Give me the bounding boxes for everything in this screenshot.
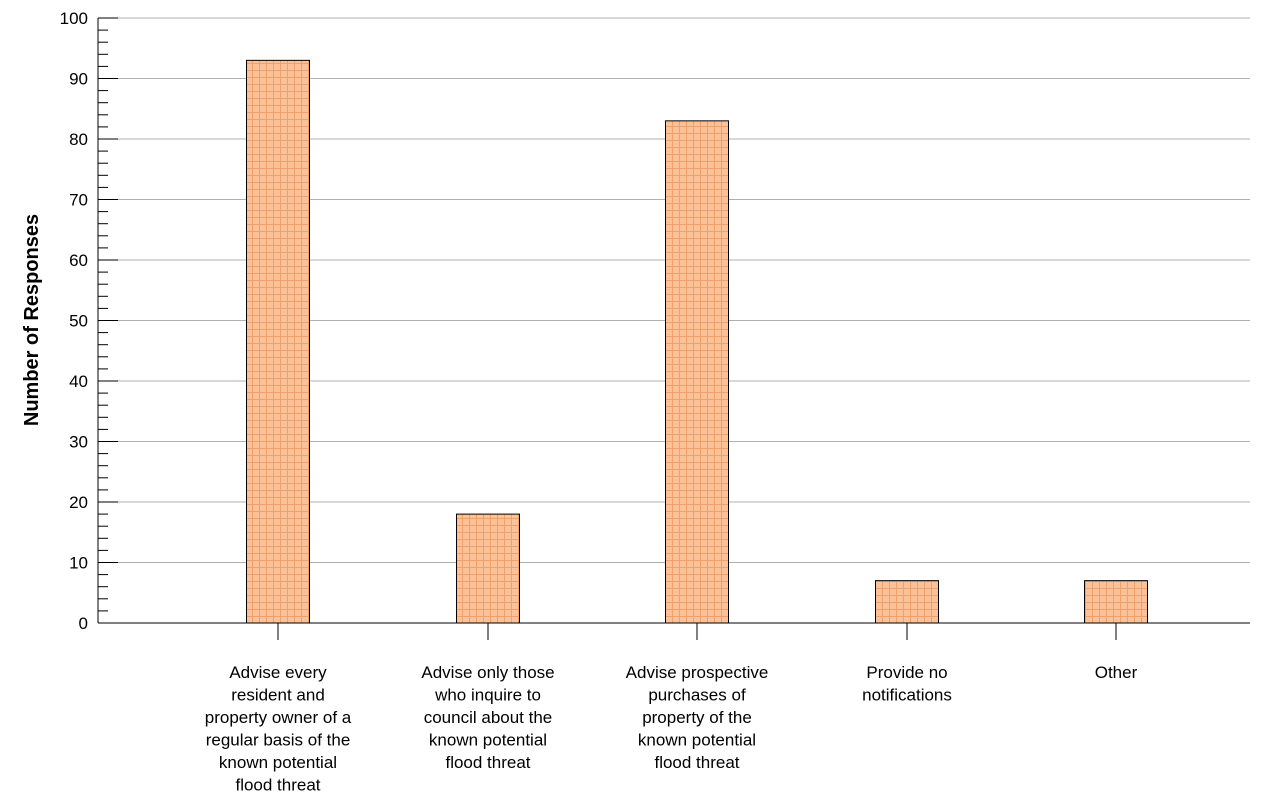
- x-category-label-line: flood threat: [654, 753, 739, 772]
- x-category-label-line: property of the: [642, 708, 752, 727]
- y-tick-label: 90: [69, 70, 88, 89]
- y-tick-label: 10: [69, 554, 88, 573]
- y-tick-label: 0: [79, 614, 88, 633]
- x-category-label-line: regular basis of the: [206, 731, 351, 750]
- y-tick-label: 60: [69, 251, 88, 270]
- bar: [246, 59, 310, 624]
- x-category-label-line: Advise every: [229, 663, 327, 682]
- y-tick-label: 20: [69, 493, 88, 512]
- x-category-label-line: who inquire to: [434, 686, 541, 705]
- x-category-label-line: flood threat: [445, 753, 530, 772]
- x-category-label: Advise every resident and property owner o…: [205, 663, 352, 795]
- x-category-label-line: property owner of a: [205, 708, 352, 727]
- bars: [246, 59, 1148, 624]
- x-category-label: Advise prospective purchases of property o…: [626, 663, 769, 772]
- x-category-label: Advise only those who inquire to council a…: [421, 663, 554, 772]
- x-category-label-line: Provide no: [866, 663, 947, 682]
- y-tick-label: 100: [60, 9, 88, 28]
- x-category-label-line: notifications: [862, 686, 952, 705]
- bar: [875, 580, 939, 624]
- y-axis-title: Number of Responses: [21, 214, 43, 426]
- x-category-label-line: resident and: [231, 686, 325, 705]
- y-tick-label: 70: [69, 191, 88, 210]
- x-category-label-line: known potential: [429, 731, 547, 750]
- y-tick-label: 30: [69, 433, 88, 452]
- y-tick-label: 40: [69, 372, 88, 391]
- bar: [1084, 580, 1148, 624]
- y-tick-label: 80: [69, 130, 88, 149]
- x-category-label-line: Advise prospective: [626, 663, 769, 682]
- axes: [97, 17, 1250, 640]
- x-category-label-line: purchases of: [648, 686, 746, 705]
- labels: 0 10 20 30 40 50 60 70 80 90 100 Advise every reside…: [60, 9, 1138, 795]
- x-category-label: Other: [1095, 663, 1138, 682]
- x-category-label-line: known potential: [219, 753, 337, 772]
- x-category-label-line: flood threat: [235, 776, 320, 795]
- x-category-label-line: Other: [1095, 663, 1138, 682]
- x-category-label-line: Advise only those: [421, 663, 554, 682]
- x-category-label-line: known potential: [638, 731, 756, 750]
- x-category-label-line: council about the: [424, 708, 553, 727]
- y-tick-label: 50: [69, 312, 88, 331]
- bar: [456, 513, 520, 624]
- bar: [665, 120, 729, 624]
- x-category-label: Provide no notifications: [862, 663, 952, 705]
